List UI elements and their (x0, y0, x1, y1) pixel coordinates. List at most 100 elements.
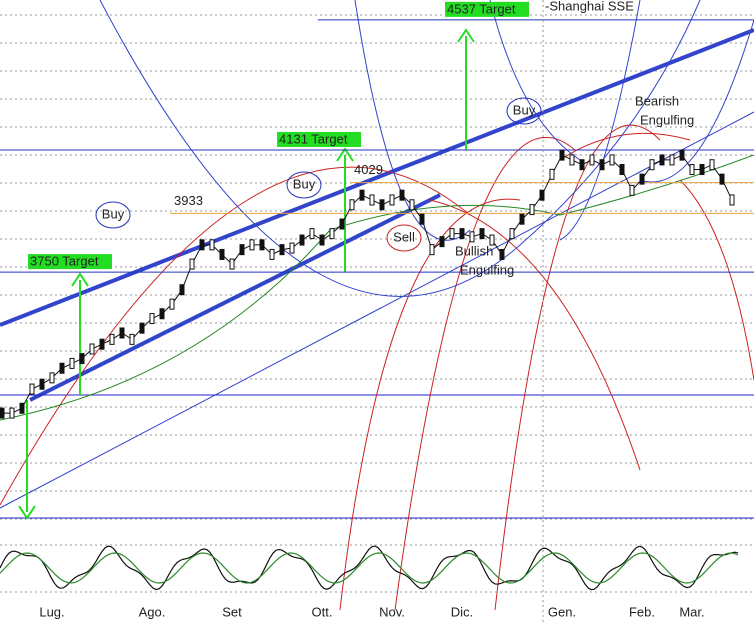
price-bar (89, 343, 95, 355)
x-tick-label: Feb. (629, 604, 655, 619)
price-bar (269, 248, 275, 260)
x-tick-label: Set (222, 604, 242, 619)
arc (0, 166, 471, 506)
price-bar (239, 244, 245, 256)
target-label: 4537 Target (447, 1, 516, 16)
price-bar (419, 213, 425, 225)
price-bar (679, 149, 685, 161)
price-bar (189, 258, 195, 270)
price-bar (99, 338, 105, 350)
oscillator-signal (0, 552, 739, 584)
channel-upper (0, 28, 754, 327)
arrow-head (457, 28, 475, 43)
price-bar (539, 189, 545, 201)
x-tick-label: Nov. (379, 604, 405, 619)
price-bar (689, 164, 695, 176)
price-bar (329, 228, 335, 240)
annotation: Buy (293, 176, 316, 191)
price-bar (649, 159, 655, 171)
arc (679, 179, 754, 381)
price-bar (259, 239, 265, 251)
annotation-oval (386, 224, 422, 252)
price-bar (9, 407, 15, 419)
price-bar (69, 357, 75, 369)
annotation-oval (95, 201, 131, 229)
price-bar (169, 298, 175, 310)
price-bar (459, 228, 465, 240)
arc (354, 0, 471, 241)
price-bar (349, 199, 355, 211)
price-bar (289, 242, 295, 254)
price-bar (229, 258, 235, 270)
target-label: 4131 Target (279, 131, 348, 146)
price-bar (399, 189, 405, 201)
price-bar (209, 239, 215, 251)
price-bar (109, 333, 115, 345)
price-bar (609, 154, 615, 166)
arc (394, 136, 576, 611)
price-bar (669, 154, 675, 166)
price-bar (219, 248, 225, 260)
price-bar (559, 149, 565, 161)
arcs (0, 0, 754, 611)
price-bar (709, 159, 715, 171)
price-bar (309, 228, 315, 240)
price-bar (389, 194, 395, 206)
price-bar (469, 231, 475, 243)
oscillator (0, 545, 739, 591)
price-bar (29, 383, 35, 395)
x-tick-label: Gen. (548, 604, 576, 619)
channel-lower (29, 193, 441, 402)
price-bar (359, 189, 365, 201)
price-bar (39, 378, 45, 390)
price-bar (299, 234, 305, 246)
annotation: Engulfing (640, 112, 694, 127)
price-bar (279, 244, 285, 256)
price-bar (629, 184, 635, 196)
x-tick-label: Ago. (139, 604, 166, 619)
annotation: Engulfing (460, 262, 514, 277)
x-tick-label: Lug. (39, 604, 64, 619)
chart-title: -Shanghai SSE (545, 0, 634, 13)
price-bar (569, 154, 575, 166)
arc (429, 199, 641, 471)
price-bar (79, 353, 85, 365)
price-bar (409, 199, 415, 211)
price-bar (589, 154, 595, 166)
arrow-head (18, 505, 36, 520)
target-label: 3750 Target (30, 254, 99, 269)
x-tick-label: Dic. (451, 604, 473, 619)
arrow-head (336, 147, 354, 162)
price-bar (479, 228, 485, 240)
x-tick-label: Mar. (679, 604, 704, 619)
price-bar (159, 308, 165, 320)
target-box (277, 131, 361, 147)
price-bar (379, 199, 385, 211)
price-bar (199, 239, 205, 251)
price-bar (319, 234, 325, 246)
price-bar (599, 159, 605, 171)
annotation: Buy (513, 102, 536, 117)
price-bar (719, 173, 725, 185)
price-bar (179, 284, 185, 296)
arc (99, 0, 701, 297)
price-bar (0, 407, 5, 419)
price-bar (429, 244, 435, 256)
target-box (28, 254, 112, 270)
price-bar (549, 168, 555, 180)
price-bar (529, 204, 535, 216)
price-bar (149, 313, 155, 325)
price-bar (519, 213, 525, 225)
arc (494, 124, 661, 611)
price-bar (619, 164, 625, 176)
annotation: Bullish (455, 243, 493, 258)
price-bar (59, 362, 65, 374)
price-bar (249, 239, 255, 251)
price-bar (339, 218, 345, 230)
price-bar (729, 194, 735, 206)
arrows (18, 28, 475, 520)
level-label: 4029 (354, 162, 383, 177)
trend-line (0, 111, 754, 509)
